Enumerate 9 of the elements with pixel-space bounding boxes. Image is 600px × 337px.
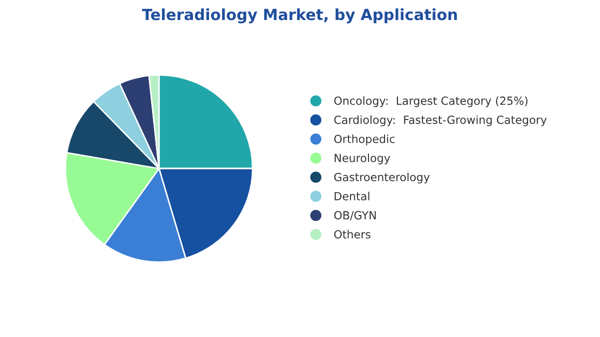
legend-label: Others (334, 230, 370, 239)
legend-label: Cardiology: Fastest-Growing Category (334, 115, 547, 126)
legend-label: Orthopedic (334, 134, 395, 146)
chart-title: Teleradiology Market, by Application (142, 8, 457, 24)
legend-label: OB/GYN (334, 211, 376, 220)
legend-label: Neurology (334, 154, 390, 164)
legend-label: Gastroenterology (334, 172, 430, 184)
legend-label: Dental (334, 192, 370, 200)
legend-label: Oncology: Largest Category (25%) (334, 96, 528, 108)
